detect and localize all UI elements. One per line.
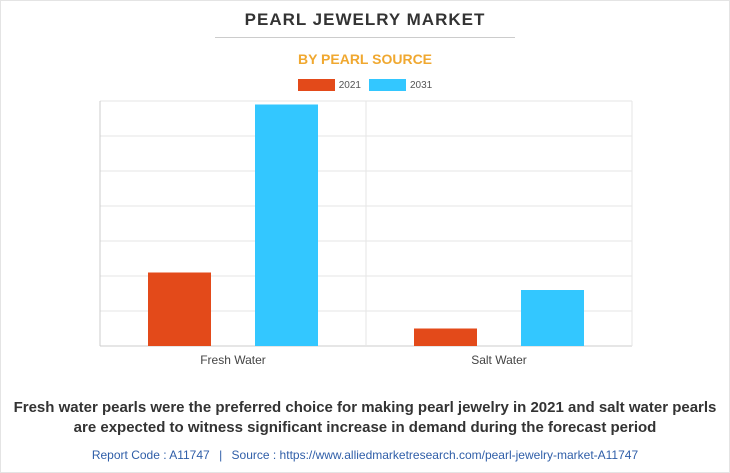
legend-label-2021: 2021 [338, 79, 361, 91]
bar-salt-water-2031 [521, 290, 584, 346]
chart-legend: 2021 2031 [0, 79, 730, 91]
chart-title: PEARL JEWELRY MARKET [244, 10, 486, 29]
title-divider [215, 37, 515, 38]
legend-swatch-2031 [369, 79, 406, 91]
bar-salt-water-2021 [414, 328, 477, 346]
x-tick-label: Fresh Water [200, 353, 266, 367]
legend-swatch-2021 [297, 79, 335, 91]
bar-chart: Fresh Water Salt Water [99, 100, 633, 367]
legend-item-2031[interactable]: 2031 [369, 79, 432, 91]
chart-caption: Fresh water pearls were the preferred ch… [13, 399, 717, 436]
chart-subtitle: BY PEARL SOURCE [297, 51, 433, 67]
footer-separator: | [219, 448, 223, 462]
report-code: Report Code : A11747 [91, 448, 210, 462]
source-link[interactable]: Source : https://www.alliedmarketresearc… [231, 448, 639, 462]
report-footer: Report Code : A11747 | Source : https://… [0, 448, 730, 462]
legend-label-2031: 2031 [410, 79, 433, 91]
bar-fresh-water-2031 [255, 104, 318, 346]
bar-fresh-water-2021 [148, 272, 211, 346]
x-tick-label: Salt Water [471, 353, 527, 367]
legend-item-2021[interactable]: 2021 [297, 79, 361, 91]
